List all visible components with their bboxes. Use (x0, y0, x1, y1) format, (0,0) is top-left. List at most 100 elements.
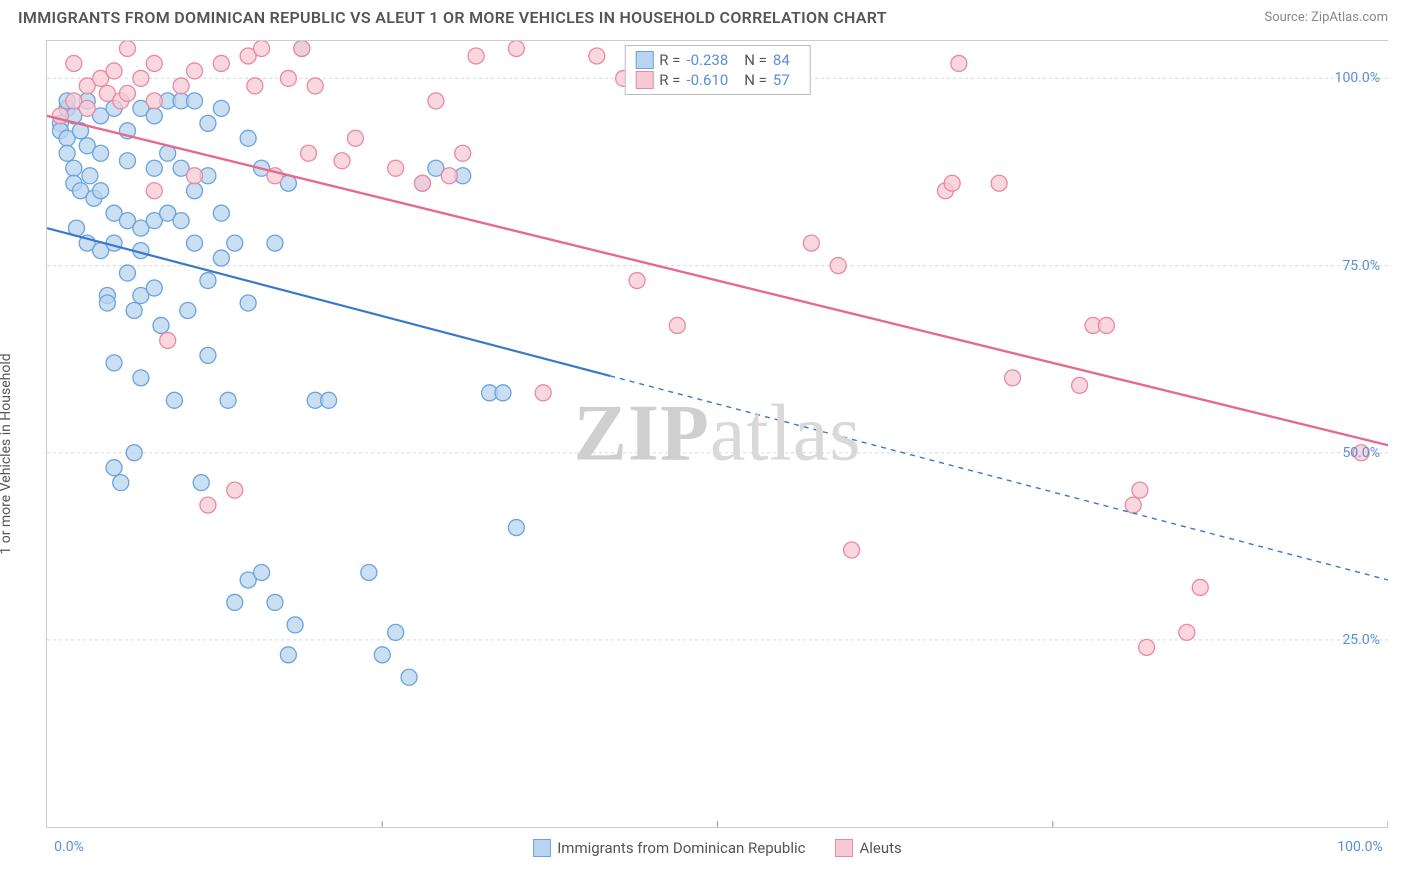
data-point (1139, 639, 1155, 655)
data-point (830, 258, 846, 274)
data-point (361, 564, 377, 580)
data-point (146, 108, 162, 124)
data-point (951, 55, 967, 71)
data-point (160, 332, 176, 348)
data-point (508, 520, 524, 536)
data-point (187, 183, 203, 199)
stats-box: R =-0.238N =84R =-0.610N =57 (624, 45, 811, 95)
source-label: Source: ZipAtlas.com (1264, 10, 1388, 25)
plot-area: ZIPatlas R =-0.238N =84R =-0.610N =57 Im… (46, 40, 1388, 828)
data-point (280, 70, 296, 86)
stats-row: R =-0.610N =57 (635, 70, 800, 90)
legend-item: Aleuts (835, 839, 901, 857)
y-tick-label: 25.0% (1342, 632, 1380, 648)
legend-item: Immigrants from Dominican Republic (533, 839, 805, 857)
data-point (213, 100, 229, 116)
data-point (294, 41, 310, 56)
data-point (113, 475, 129, 491)
data-point (1132, 482, 1148, 498)
data-point (455, 145, 471, 161)
data-point (187, 168, 203, 184)
data-point (388, 624, 404, 640)
data-point (629, 273, 645, 289)
data-point (59, 145, 75, 161)
data-point (844, 542, 860, 558)
data-point (254, 564, 270, 580)
chart-title: IMMIGRANTS FROM DOMINICAN REPUBLIC VS AL… (18, 8, 887, 27)
data-point (267, 594, 283, 610)
stats-row: R =-0.238N =84 (635, 50, 800, 70)
legend-label: Aleuts (859, 839, 901, 857)
data-point (200, 273, 216, 289)
scatter-plot (47, 41, 1388, 827)
data-point (173, 78, 189, 94)
data-point (93, 183, 109, 199)
y-axis-label: 1 or more Vehicles in Household (0, 353, 14, 554)
data-point (119, 41, 135, 56)
data-point (119, 153, 135, 169)
regression-line-extrapolated (610, 376, 1388, 580)
data-point (334, 153, 350, 169)
stat-label: R = (659, 51, 680, 69)
data-point (1179, 624, 1195, 640)
data-point (220, 392, 236, 408)
data-point (1098, 317, 1114, 333)
data-point (944, 175, 960, 191)
series-swatch (533, 839, 551, 857)
data-point (106, 460, 122, 476)
stat-value: -0.610 (686, 71, 728, 89)
data-point (300, 145, 316, 161)
data-point (254, 41, 270, 56)
data-point (146, 93, 162, 109)
stat-value: 57 (773, 71, 790, 89)
regression-line (47, 228, 610, 376)
data-point (803, 235, 819, 251)
data-point (79, 100, 95, 116)
data-point (173, 213, 189, 229)
data-point (146, 160, 162, 176)
data-point (589, 48, 605, 64)
data-point (1072, 377, 1088, 393)
data-point (106, 63, 122, 79)
data-point (133, 370, 149, 386)
legend-label: Immigrants from Dominican Republic (557, 839, 805, 857)
data-point (200, 115, 216, 131)
data-point (508, 41, 524, 56)
data-point (106, 355, 122, 371)
data-point (227, 235, 243, 251)
data-point (82, 168, 98, 184)
data-point (1005, 370, 1021, 386)
data-point (166, 392, 182, 408)
data-point (240, 295, 256, 311)
data-point (388, 160, 404, 176)
data-point (126, 302, 142, 318)
data-point (93, 145, 109, 161)
data-point (991, 175, 1007, 191)
data-point (180, 302, 196, 318)
y-tick-label: 100.0% (1335, 70, 1380, 86)
data-point (126, 445, 142, 461)
data-point (374, 647, 390, 663)
stat-label: N = (744, 71, 767, 89)
data-point (106, 235, 122, 251)
data-point (200, 497, 216, 513)
data-point (119, 85, 135, 101)
data-point (247, 78, 263, 94)
series-swatch (835, 839, 853, 857)
data-point (187, 93, 203, 109)
stat-label: N = (744, 51, 767, 69)
x-tick-label: 0.0% (54, 839, 84, 855)
data-point (187, 63, 203, 79)
y-tick-label: 75.0% (1342, 258, 1380, 274)
data-point (119, 265, 135, 281)
data-point (669, 317, 685, 333)
data-point (468, 48, 484, 64)
data-point (1192, 579, 1208, 595)
data-point (321, 392, 337, 408)
data-point (153, 317, 169, 333)
data-point (1125, 497, 1141, 513)
series-swatch (635, 51, 653, 69)
stat-value: -0.238 (686, 51, 728, 69)
data-point (66, 55, 82, 71)
data-point (495, 385, 511, 401)
